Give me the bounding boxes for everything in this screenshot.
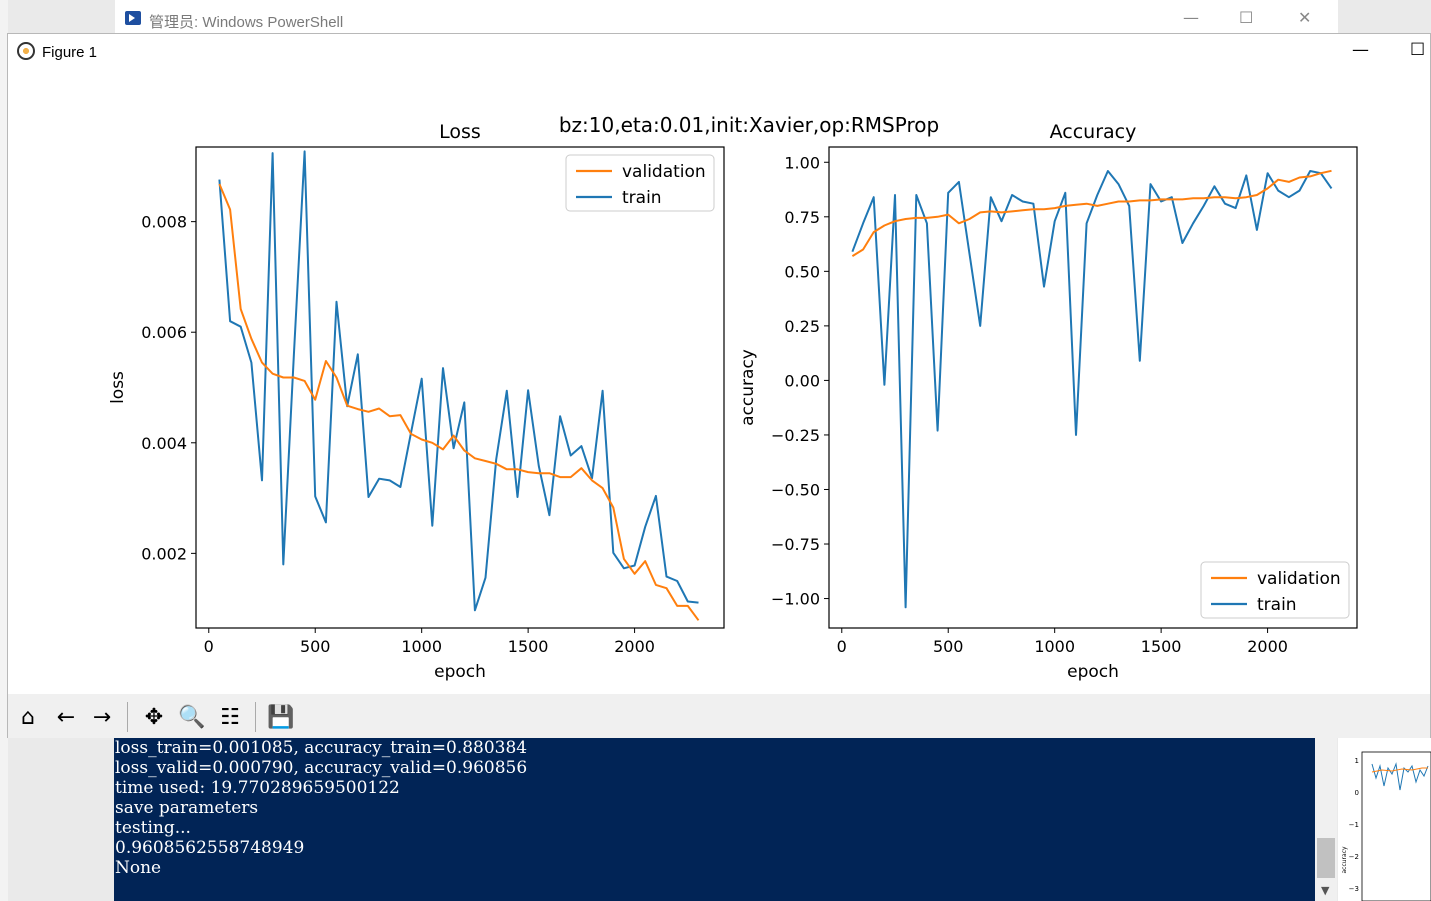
ytick-label: 0.004	[141, 434, 187, 453]
mini-ytick-label: 0	[1355, 789, 1359, 797]
powershell-window-title: 管理员: Windows PowerShell	[149, 14, 344, 31]
legend-label: train	[622, 188, 662, 208]
figure-minimize-button[interactable]: —	[1352, 40, 1369, 60]
ytick-label: 1.00	[784, 153, 820, 172]
xtick-label: 0	[837, 637, 847, 656]
mini-train-line	[1371, 762, 1429, 791]
scroll-down-arrow-icon[interactable]: ▼	[1321, 884, 1330, 897]
ytick-label: −0.50	[771, 480, 820, 499]
axes-title: Accuracy	[1050, 121, 1137, 143]
series-line-train	[218, 150, 699, 612]
xtick-label: 2000	[1247, 637, 1288, 656]
ytick-label: −0.25	[771, 426, 820, 445]
mini-ytick-label: 1	[1355, 757, 1359, 765]
figure-window-title: Figure 1	[42, 44, 98, 61]
console-scrollbar[interactable]: ▼	[1315, 738, 1337, 901]
console-line: testing...	[115, 818, 191, 838]
legend-label: train	[1257, 595, 1297, 615]
accuracy-axes[interactable]: Accuracy 0 500 1000 1500 2000 −1.00 −0.75 −0.50 −…	[738, 121, 1358, 682]
legend-label: validation	[1257, 569, 1341, 589]
console-line: 0.9608562558748949	[115, 838, 305, 858]
figure-toolbar: ⌂ ← → ✥ 🔍 ☷ 💾	[8, 694, 1430, 738]
ytick-label: −0.75	[771, 535, 820, 554]
xtick-label: 0	[204, 637, 214, 656]
scrollbar-thumb[interactable]	[1317, 838, 1335, 878]
figure-suptitle: bz:10,eta:0.01,init:Xavier,op:RMSProp	[559, 113, 939, 137]
powershell-maximize-button[interactable]: ☐	[1239, 8, 1254, 27]
powershell-console[interactable]: loss_train=0.001085, accuracy_train=0.88…	[114, 738, 1315, 901]
ytick-label: −1.00	[771, 590, 820, 609]
xaxis-label: epoch	[434, 662, 486, 682]
xtick-label: 1500	[1141, 637, 1182, 656]
yaxis-label: loss	[108, 371, 128, 404]
powershell-minimize-button[interactable]: —	[1183, 8, 1199, 27]
ytick-label: 0.75	[784, 208, 820, 227]
matplotlib-icon	[17, 42, 35, 60]
axes-title: Loss	[439, 121, 481, 143]
xaxis-label: epoch	[1067, 662, 1119, 682]
mini-ytick-label: −2	[1349, 853, 1359, 861]
powershell-icon	[125, 11, 141, 25]
series-line-validation	[851, 169, 1332, 257]
xtick-label: 1000	[1034, 637, 1075, 656]
ytick-label: 0.006	[141, 323, 187, 342]
powershell-close-button[interactable]: ✕	[1298, 8, 1312, 27]
ytick-label: 0.25	[784, 317, 820, 336]
toolbar-separator	[255, 702, 256, 732]
zoom-icon[interactable]: 🔍	[178, 704, 206, 730]
xtick-label: 2000	[614, 637, 655, 656]
mini-ylabel: accuracy	[1342, 846, 1348, 874]
xtick-label: 1000	[401, 637, 442, 656]
figure-canvas[interactable]: bz:10,eta:0.01,init:Xavier,op:RMSProp Lo…	[8, 71, 1430, 694]
mini-validation-line	[1371, 767, 1428, 773]
configure-subplots-icon[interactable]: ☷	[220, 704, 240, 730]
yaxis-label: accuracy	[738, 349, 758, 426]
console-line: save parameters	[115, 798, 259, 818]
loss-axes[interactable]: Loss 0 500 1000 1500 2000 0.002 0.004 0.006 0.008…	[108, 121, 725, 682]
mini-ytick-label: −1	[1349, 821, 1359, 829]
xtick-label: 500	[933, 637, 964, 656]
series-line-validation	[218, 183, 700, 621]
desktop-background	[0, 0, 8, 901]
legend-label: validation	[622, 162, 706, 182]
ytick-label: 0.008	[141, 213, 187, 232]
figure-maximize-button[interactable]: ☐	[1410, 40, 1426, 60]
console-line: None	[115, 858, 162, 878]
xtick-label: 1500	[508, 637, 549, 656]
pan-icon[interactable]: ✥	[144, 704, 164, 730]
ytick-label: 0.002	[141, 544, 187, 563]
console-line: time used: 19.770289659500122	[115, 778, 400, 798]
powershell-titlebar[interactable]: 管理员: Windows PowerShell — ☐ ✕	[115, 0, 1338, 35]
mini-ytick-label: −3	[1349, 885, 1359, 893]
home-icon[interactable]: ⌂	[21, 704, 35, 730]
series-line-train	[851, 170, 1333, 609]
console-line: loss_train=0.001085, accuracy_train=0.88…	[115, 738, 528, 758]
toolbar-separator	[127, 702, 128, 732]
save-icon[interactable]: 💾	[267, 704, 295, 730]
figure-titlebar[interactable]: Figure 1 — ☐	[8, 34, 1430, 71]
axes-frame	[828, 146, 1358, 629]
xtick-label: 500	[300, 637, 331, 656]
figure-window[interactable]: Figure 1 — ☐ bz:10,eta:0.01,init:Xavier,…	[7, 33, 1431, 738]
back-icon[interactable]: ←	[56, 704, 76, 730]
ytick-label: 0.50	[784, 262, 820, 281]
ytick-label: 0.00	[784, 371, 820, 390]
forward-icon[interactable]: →	[92, 704, 112, 730]
console-line: loss_valid=0.000790, accuracy_valid=0.96…	[115, 758, 528, 778]
mini-accuracy-chart: 1 0 −1 −2 −3 accuracy	[1342, 751, 1431, 901]
